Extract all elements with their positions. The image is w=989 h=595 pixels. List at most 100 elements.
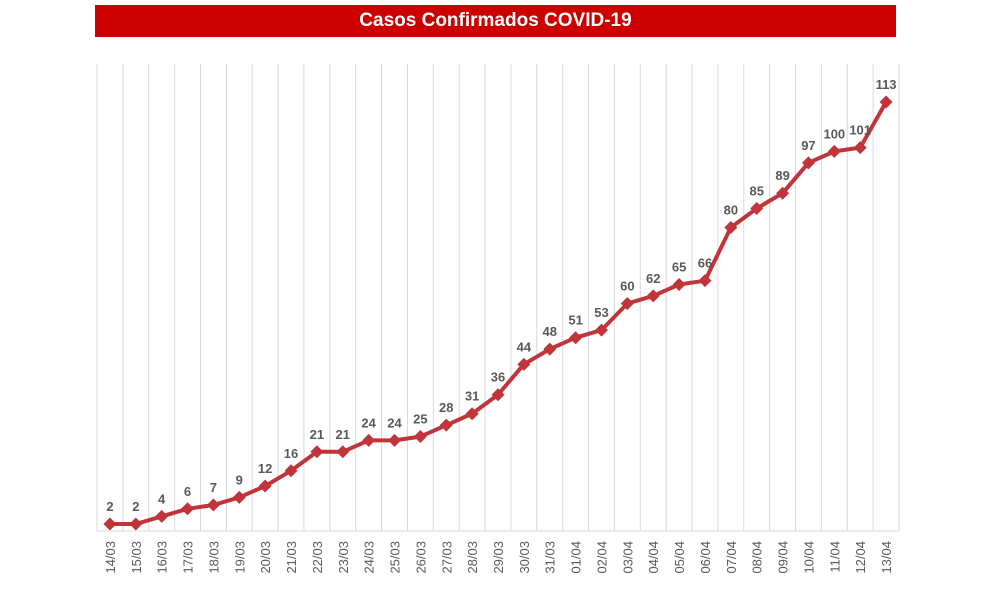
data-point-marker [206, 498, 220, 512]
x-tick-label: 02/04 [594, 541, 609, 574]
data-point-marker [594, 323, 608, 337]
x-axis-tick-labels: 14/03 15/03 16/03 17/03 18/03 19/03 20/03 21/03… [103, 541, 894, 574]
data-point-marker [388, 433, 402, 447]
data-point-marker [646, 289, 660, 303]
x-tick-label: 20/03 [258, 541, 273, 574]
x-tick-label: 21/03 [284, 541, 299, 574]
x-tick-label: 26/03 [413, 541, 428, 574]
data-label: 7 [210, 480, 217, 495]
x-tick-label: 06/04 [698, 541, 713, 574]
data-label: 6 [184, 484, 191, 499]
x-tick-label: 24/03 [362, 541, 377, 574]
x-tick-label: 29/03 [491, 541, 506, 574]
x-tick-label: 07/04 [724, 541, 739, 574]
x-tick-label: 01/04 [569, 541, 584, 574]
data-point-marker [439, 418, 453, 432]
data-label: 9 [236, 472, 243, 487]
data-label: 21 [336, 427, 350, 442]
x-tick-label: 17/03 [181, 541, 196, 574]
data-point-marker [103, 517, 117, 531]
data-label: 97 [801, 138, 815, 153]
data-label: 2 [132, 499, 139, 514]
data-point-marker [801, 156, 815, 170]
chart-title: Casos Confirmados COVID-19 [95, 5, 896, 37]
data-point-marker [698, 274, 712, 288]
x-tick-label: 22/03 [310, 541, 325, 574]
data-label: 28 [439, 400, 453, 415]
data-label: 113 [876, 77, 897, 92]
x-tick-label: 13/04 [879, 541, 894, 574]
data-point-marker [258, 479, 272, 493]
data-point-marker [879, 95, 893, 109]
data-label: 24 [361, 415, 376, 430]
data-point-marker [310, 445, 324, 459]
x-tick-label: 05/04 [672, 541, 687, 574]
x-tick-label: 16/03 [155, 541, 170, 574]
data-label: 66 [698, 256, 712, 271]
data-point-marker [620, 296, 634, 310]
x-tick-label: 03/04 [620, 541, 635, 574]
x-tick-label: 30/03 [517, 541, 532, 574]
data-label: 16 [284, 446, 298, 461]
x-tick-label: 15/03 [129, 541, 144, 574]
x-tick-label: 09/04 [776, 541, 791, 574]
data-label: 25 [413, 412, 427, 427]
x-tick-label: 14/03 [103, 541, 118, 574]
data-label: 36 [491, 370, 505, 385]
x-tick-label: 04/04 [646, 541, 661, 574]
data-label: 101 [849, 123, 871, 138]
data-markers [103, 95, 893, 531]
data-label: 4 [158, 491, 166, 506]
data-label: 51 [568, 313, 582, 328]
data-point-marker [672, 277, 686, 291]
data-label: 65 [672, 259, 686, 274]
data-point-marker [517, 357, 531, 371]
data-point-marker [776, 186, 790, 200]
data-point-marker [181, 502, 195, 516]
x-tick-label: 11/04 [827, 541, 842, 573]
data-point-marker [724, 220, 738, 234]
data-label: 44 [517, 339, 532, 354]
data-point-marker [569, 331, 583, 345]
gridlines [96, 64, 900, 532]
data-point-marker [853, 141, 867, 155]
data-label: 21 [310, 427, 324, 442]
data-point-marker [362, 433, 376, 447]
data-label: 80 [724, 202, 738, 217]
x-tick-label: 12/04 [853, 541, 868, 574]
data-label: 31 [465, 389, 479, 404]
x-tick-label: 10/04 [801, 541, 816, 574]
data-label: 100 [823, 126, 845, 141]
x-tick-label: 08/04 [750, 541, 765, 574]
data-point-marker [543, 342, 557, 356]
data-label: 53 [594, 305, 608, 320]
data-label: 62 [646, 271, 660, 286]
x-tick-label: 25/03 [388, 541, 403, 574]
data-label: 12 [258, 461, 272, 476]
data-label: 60 [620, 278, 634, 293]
data-point-marker [750, 201, 764, 215]
data-label: 48 [543, 324, 557, 339]
data-label: 89 [775, 168, 789, 183]
data-point-marker [413, 430, 427, 444]
x-tick-label: 28/03 [465, 541, 480, 574]
data-point-marker [465, 407, 479, 421]
data-point-marker [827, 144, 841, 158]
x-tick-label: 18/03 [206, 541, 221, 574]
x-tick-label: 31/03 [543, 541, 558, 574]
data-label: 24 [387, 415, 402, 430]
data-label: 2 [106, 499, 113, 514]
data-point-marker [129, 517, 143, 531]
data-point-marker [232, 490, 246, 504]
data-point-marker [155, 509, 169, 523]
x-tick-label: 23/03 [336, 541, 351, 574]
data-label: 85 [749, 183, 763, 198]
x-tick-label: 19/03 [232, 541, 247, 574]
data-point-marker [491, 388, 505, 402]
data-point-marker [284, 464, 298, 478]
x-tick-label: 27/03 [439, 541, 454, 574]
data-point-marker [336, 445, 350, 459]
